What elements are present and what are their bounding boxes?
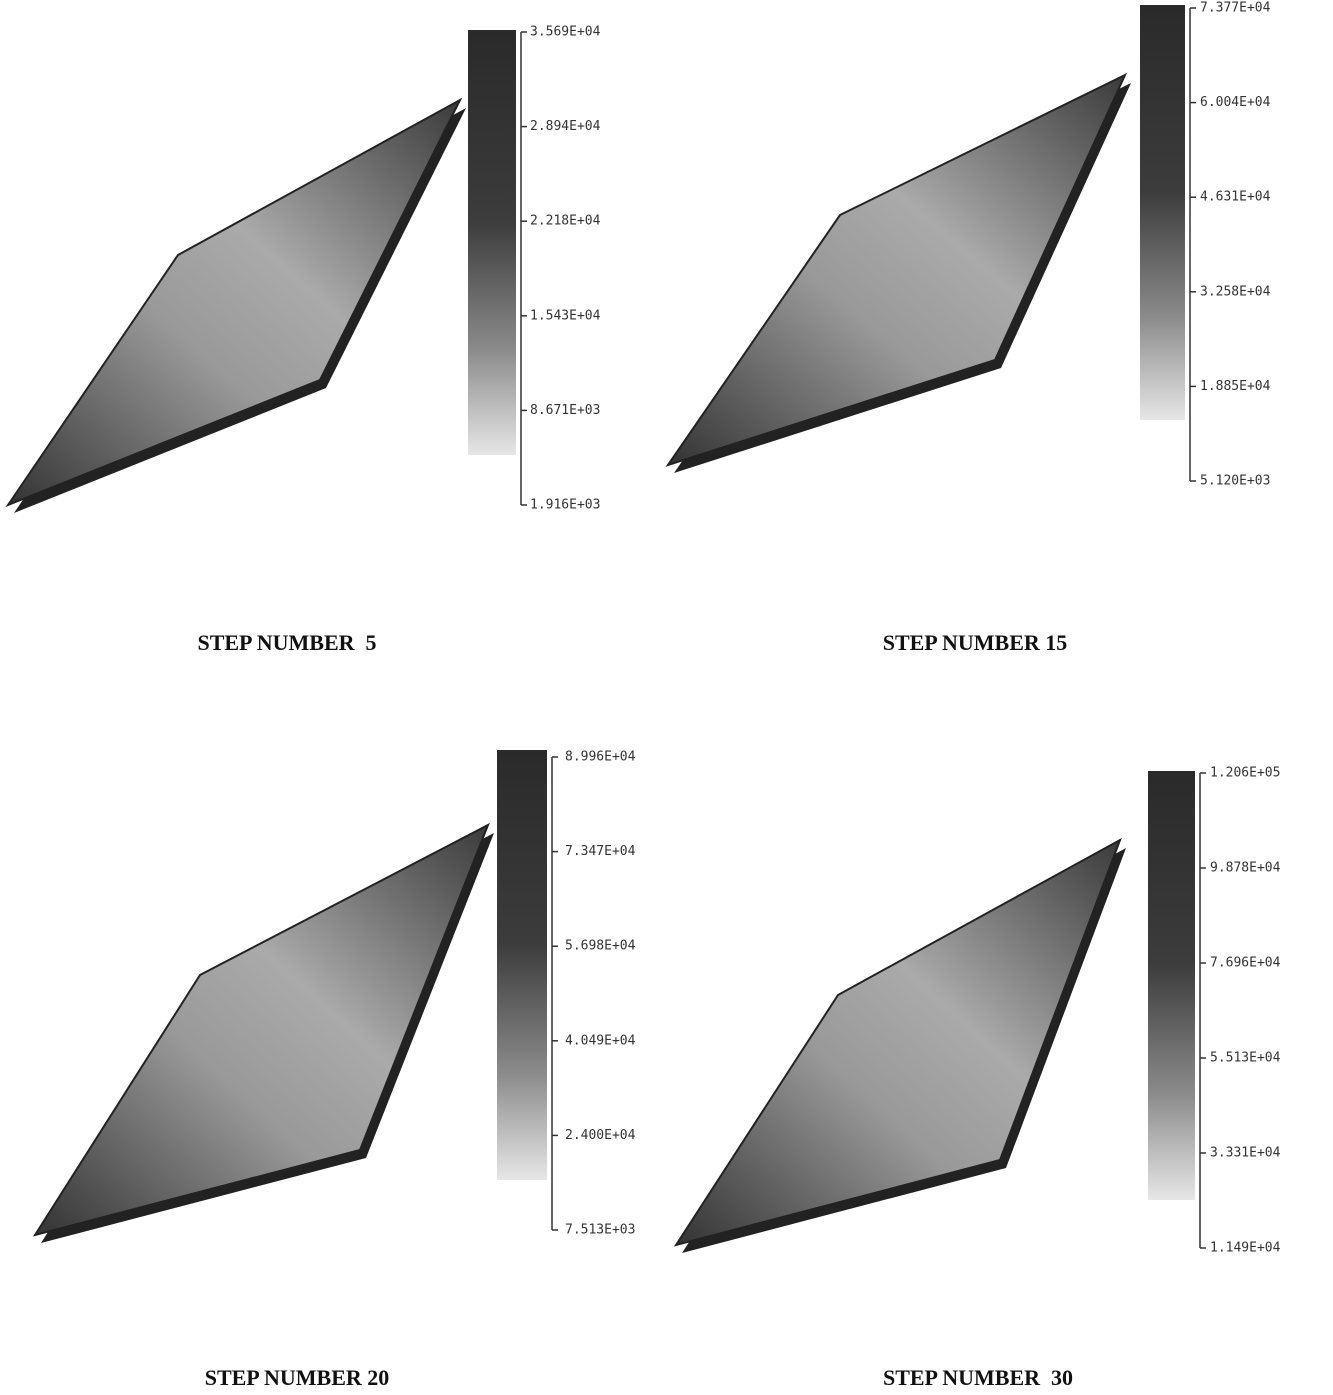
plate-contour <box>673 837 1122 1247</box>
colorbar-label: 3.331E+04 <box>1210 1146 1281 1161</box>
colorbar <box>1148 771 1195 1200</box>
caption: STEP NUMBER 20 <box>205 1365 390 1390</box>
colorbar-label: 2.400E+04 <box>565 1128 636 1143</box>
plate-contour <box>5 97 463 508</box>
colorbar <box>468 30 516 455</box>
caption: STEP NUMBER 5 <box>197 630 376 655</box>
colorbar-label: 1.543E+04 <box>530 308 601 323</box>
colorbar-label: 4.631E+04 <box>1200 190 1271 205</box>
colorbar-label: 7.513E+03 <box>565 1223 635 1238</box>
colorbar-label: 7.377E+04 <box>1200 1 1271 16</box>
panel: 1.206E+05 9.878E+04 7.696E+04 5.513E+04 3.33… <box>673 766 1281 1390</box>
colorbar-label: 1.149E+04 <box>1210 1241 1281 1256</box>
colorbar-label: 6.004E+04 <box>1200 95 1271 110</box>
colorbar-label: 5.698E+04 <box>565 939 636 954</box>
colorbar-label: 9.878E+04 <box>1210 861 1281 876</box>
colorbar-label: 3.258E+04 <box>1200 284 1271 299</box>
colorbar-label: 8.996E+04 <box>565 750 636 765</box>
caption: STEP NUMBER 30 <box>883 1365 1073 1390</box>
colorbar-label: 3.569E+04 <box>530 25 601 40</box>
plate-contour <box>32 822 490 1237</box>
colorbar-label: 2.894E+04 <box>530 119 601 134</box>
colorbar-label: 8.671E+03 <box>530 403 600 418</box>
colorbar-label: 5.513E+04 <box>1210 1051 1281 1066</box>
panels: 3.569E+04 2.894E+04 2.218E+04 1.543E+04 8.67… <box>5 1 1281 1390</box>
colorbar-label: 7.696E+04 <box>1210 956 1281 971</box>
colorbar-label: 1.206E+05 <box>1210 766 1280 781</box>
colorbar-label: 4.049E+04 <box>565 1033 636 1048</box>
panel: 7.377E+04 6.004E+04 4.631E+04 3.258E+04 1.88… <box>665 1 1271 655</box>
colorbar-label: 7.347E+04 <box>565 844 636 859</box>
plate-contour <box>665 72 1128 467</box>
colorbar-label: 2.218E+04 <box>530 214 601 229</box>
colorbar-label: 1.885E+04 <box>1200 379 1271 394</box>
colorbar <box>497 750 547 1180</box>
panel: 3.569E+04 2.894E+04 2.218E+04 1.543E+04 8.67… <box>5 25 601 655</box>
panel: 8.996E+04 7.347E+04 5.698E+04 4.049E+04 2.40… <box>32 750 636 1390</box>
colorbar <box>1140 5 1185 420</box>
caption: STEP NUMBER 15 <box>883 630 1068 655</box>
colorbar-label: 1.916E+03 <box>530 498 600 513</box>
colorbar-label: 5.120E+03 <box>1200 474 1270 489</box>
